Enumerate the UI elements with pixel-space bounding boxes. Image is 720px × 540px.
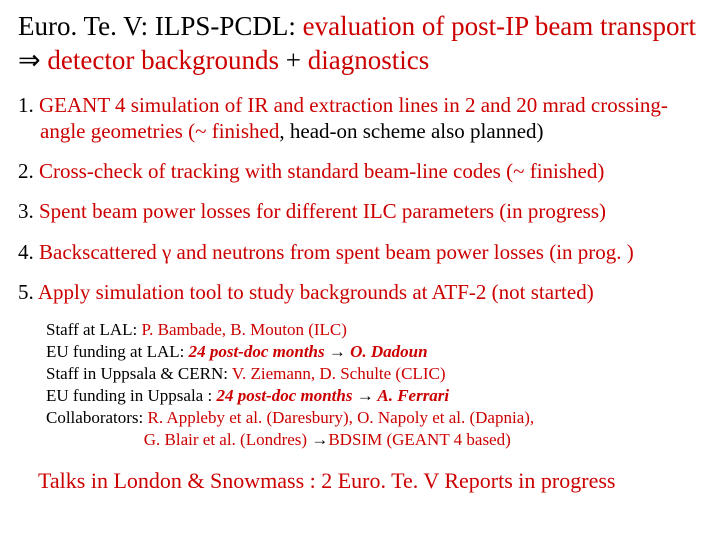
staff-label: Staff at LAL:	[46, 320, 142, 339]
staff-funding: 24 post-doc months	[189, 342, 329, 361]
staff-label: EU funding at LAL:	[46, 342, 189, 361]
staff-row: G. Blair et al. (Londres) →BDSIM (GEANT …	[46, 429, 702, 451]
staff-person: A. Ferrari	[374, 386, 449, 405]
staff-names: V. Ziemann, D. Schulte (CLIC)	[232, 364, 446, 383]
staff-person: O. Dadoun	[346, 342, 428, 361]
staff-row: Collaborators: R. Appleby et al. (Daresb…	[46, 407, 702, 429]
slide-title: Euro. Te. V: ILPS-PCDL: evaluation of po…	[18, 10, 702, 78]
staff-row: EU funding at LAL: 24 post-doc months → …	[46, 341, 702, 363]
staff-label: Staff in Uppsala & CERN:	[46, 364, 232, 383]
item-number: 5.	[18, 280, 38, 304]
arrow-icon: →	[311, 430, 328, 449]
staff-names: G. Blair et al. (Londres)	[144, 430, 312, 449]
item-number: 3.	[18, 199, 39, 223]
item-number: 4.	[18, 240, 39, 264]
item-number: 1.	[18, 93, 39, 117]
item-text: Spent beam power losses for different IL…	[39, 199, 606, 223]
arrow-icon: →	[329, 342, 346, 361]
item-text: Cross-check of tracking with standard be…	[39, 159, 604, 183]
title-prefix: Euro. Te. V: ILPS-PCDL:	[18, 11, 303, 41]
indent	[46, 430, 144, 449]
item-text: Apply simulation tool to study backgroun…	[38, 280, 594, 304]
list-item-2: 2. Cross-check of tracking with standard…	[18, 158, 702, 184]
item-text: Backscattered γ and neutrons from spent …	[39, 240, 634, 264]
slide: Euro. Te. V: ILPS-PCDL: evaluation of po…	[0, 0, 720, 540]
staff-block: Staff at LAL: P. Bambade, B. Mouton (ILC…	[18, 319, 702, 452]
numbered-list: 1. GEANT 4 simulation of IR and extracti…	[18, 92, 702, 306]
arrow-icon: ⇒	[18, 45, 41, 75]
list-item-5: 5. Apply simulation tool to study backgr…	[18, 279, 702, 305]
staff-funding: 24 post-doc months	[216, 386, 356, 405]
staff-label: Collaborators:	[46, 408, 148, 427]
title-topic-2: detector backgrounds	[41, 45, 286, 75]
staff-names: P. Bambade, B. Mouton (ILC)	[142, 320, 347, 339]
list-item-3: 3. Spent beam power losses for different…	[18, 198, 702, 224]
footer-note: Talks in London & Snowmass : 2 Euro. Te.…	[18, 468, 702, 494]
staff-tool: BDSIM (GEANT 4 based)	[328, 430, 510, 449]
staff-row: Staff at LAL: P. Bambade, B. Mouton (ILC…	[46, 319, 702, 341]
staff-row: EU funding in Uppsala : 24 post-doc mont…	[46, 385, 702, 407]
staff-names: R. Appleby et al. (Daresbury), O. Napoly…	[148, 408, 535, 427]
item-text-b: , head-on scheme also planned)	[279, 119, 543, 143]
plus-icon: +	[286, 45, 301, 75]
list-item-1: 1. GEANT 4 simulation of IR and extracti…	[18, 92, 702, 145]
list-item-4: 4. Backscattered γ and neutrons from spe…	[18, 239, 702, 265]
title-topic-1: evaluation of post-IP beam transport	[303, 11, 696, 41]
arrow-icon: →	[357, 386, 374, 405]
staff-label: EU funding in Uppsala :	[46, 386, 216, 405]
staff-row: Staff in Uppsala & CERN: V. Ziemann, D. …	[46, 363, 702, 385]
title-topic-3: diagnostics	[301, 45, 429, 75]
item-number: 2.	[18, 159, 39, 183]
